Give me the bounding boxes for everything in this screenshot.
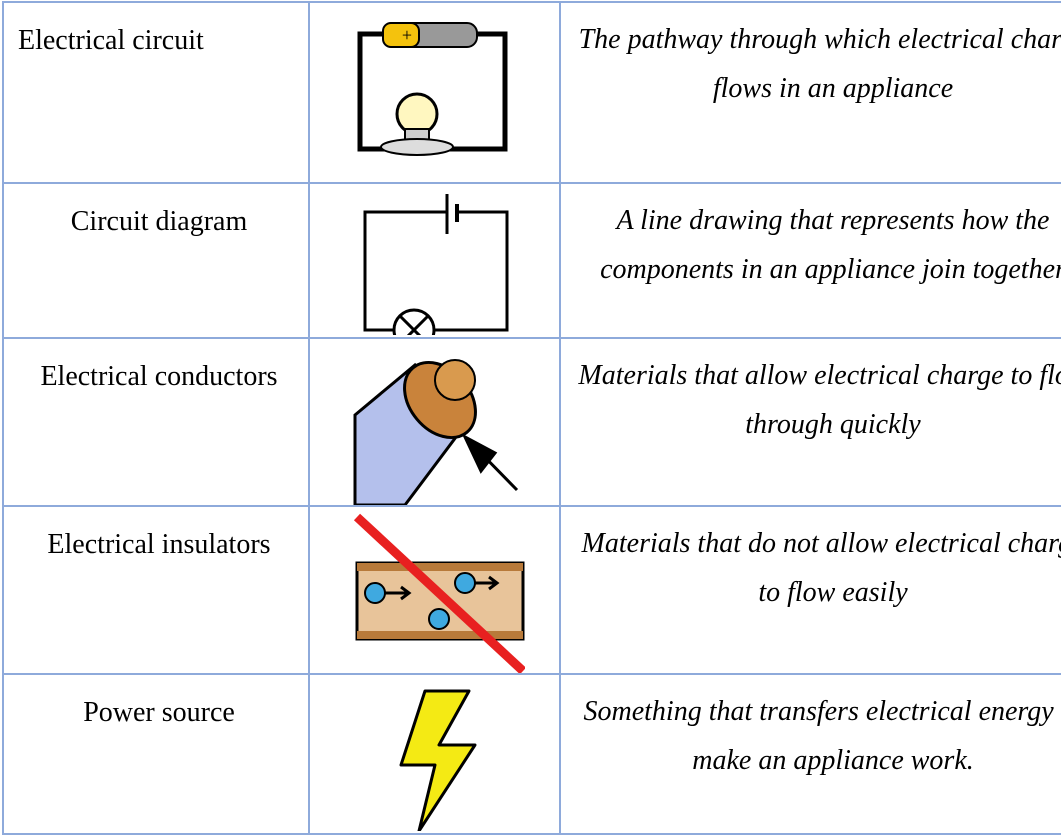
- icon-cell: [308, 182, 561, 339]
- icon-shape: [384, 585, 411, 601]
- definition: Something that transfers electrical ener…: [559, 673, 1061, 835]
- icon-shape: [353, 513, 525, 672]
- row: Electrical circuit + The pathway through…: [2, 1, 1061, 184]
- icon-shape: [363, 210, 508, 332]
- icon-shape: [356, 631, 523, 639]
- icon-cell: [308, 505, 561, 675]
- icon-shape: [379, 138, 454, 156]
- icon-cell: [308, 673, 561, 835]
- conductor-icon: [353, 359, 518, 504]
- icon-shape: [433, 359, 476, 401]
- icon-shape: [357, 31, 507, 152]
- definition: The pathway through which electrical cha…: [559, 1, 1061, 184]
- definition: Materials that do not allow electrical c…: [559, 505, 1061, 675]
- icon-cell: +: [308, 1, 561, 184]
- icon-glyph: +: [401, 25, 411, 45]
- icon-shape: [363, 582, 386, 604]
- row: Circuit diagram A line drawing that repr…: [2, 182, 1061, 339]
- row: Power source Something that transfers el…: [2, 673, 1061, 835]
- circuit-diagram-icon: [363, 194, 508, 335]
- icon-shape: [392, 308, 435, 335]
- icon-cell: [308, 337, 561, 507]
- definition: Materials that allow electrical charge t…: [559, 337, 1061, 507]
- term: Circuit diagram: [2, 182, 310, 339]
- insulator-icon: [353, 513, 525, 672]
- definition: A line drawing that represents how the c…: [559, 182, 1061, 339]
- lightning-icon: [399, 689, 476, 831]
- icon-shape: [356, 563, 523, 571]
- icon-shape: [399, 689, 476, 831]
- term: Power source: [2, 673, 310, 835]
- icon-shape: [453, 572, 476, 594]
- row: Electrical insulators Materials that do …: [2, 505, 1061, 675]
- icon-shape: [381, 22, 420, 48]
- icon-shape: [398, 314, 429, 335]
- term: Electrical conductors: [2, 337, 310, 507]
- icon-shape: [427, 608, 450, 630]
- term: Electrical circuit: [2, 1, 310, 184]
- icon-shape: [461, 433, 518, 492]
- circuit-icon: +: [357, 22, 507, 156]
- row: Electrical conductors Materials that all…: [2, 337, 1061, 507]
- term: Electrical insulators: [2, 505, 310, 675]
- icon-shape: [474, 575, 499, 591]
